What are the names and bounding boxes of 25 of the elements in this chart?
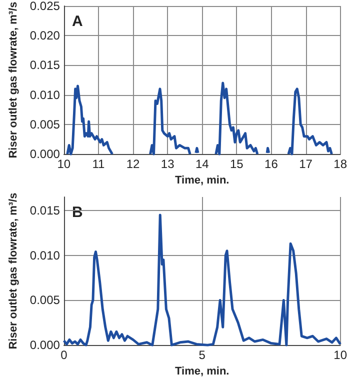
x-tick-label: 13: [160, 157, 175, 172]
y-tick-label: 0.010: [30, 248, 60, 262]
y-axis-title: Riser outlet gas flowrate, m³/s: [8, 192, 20, 350]
y-tick-label: 0.025: [30, 0, 60, 13]
x-tick-label: 12: [126, 157, 140, 172]
x-tick-label: 16: [264, 157, 278, 172]
x-tick-label: 18: [334, 157, 348, 172]
x-tick-label: 0: [60, 348, 68, 362]
x-tick-label: 11: [92, 157, 106, 172]
x-tick-label: 5: [198, 348, 206, 362]
x-tick-label: 14: [195, 157, 210, 172]
x-tick-label: 17: [299, 157, 313, 172]
y-tick-label: 0.005: [30, 117, 60, 132]
y-tick-label: 0.020: [30, 28, 60, 43]
x-axis-title: Time, min.: [175, 174, 230, 186]
y-tick-label: 0.015: [30, 203, 60, 218]
x-tick-label: 10: [334, 348, 348, 362]
y-tick-label: 0.005: [30, 293, 60, 308]
y-tick-label: 0.010: [30, 88, 60, 102]
x-tick-label: 15: [230, 157, 244, 172]
annotation: A: [72, 13, 83, 30]
y-tick-label: 0.000: [30, 338, 60, 352]
x-axis-title: Time, min.: [175, 366, 230, 378]
y-axis-title: Riser outlet gas flowrate, m³/s: [8, 2, 20, 158]
y-tick-label: 0.015: [30, 58, 60, 72]
